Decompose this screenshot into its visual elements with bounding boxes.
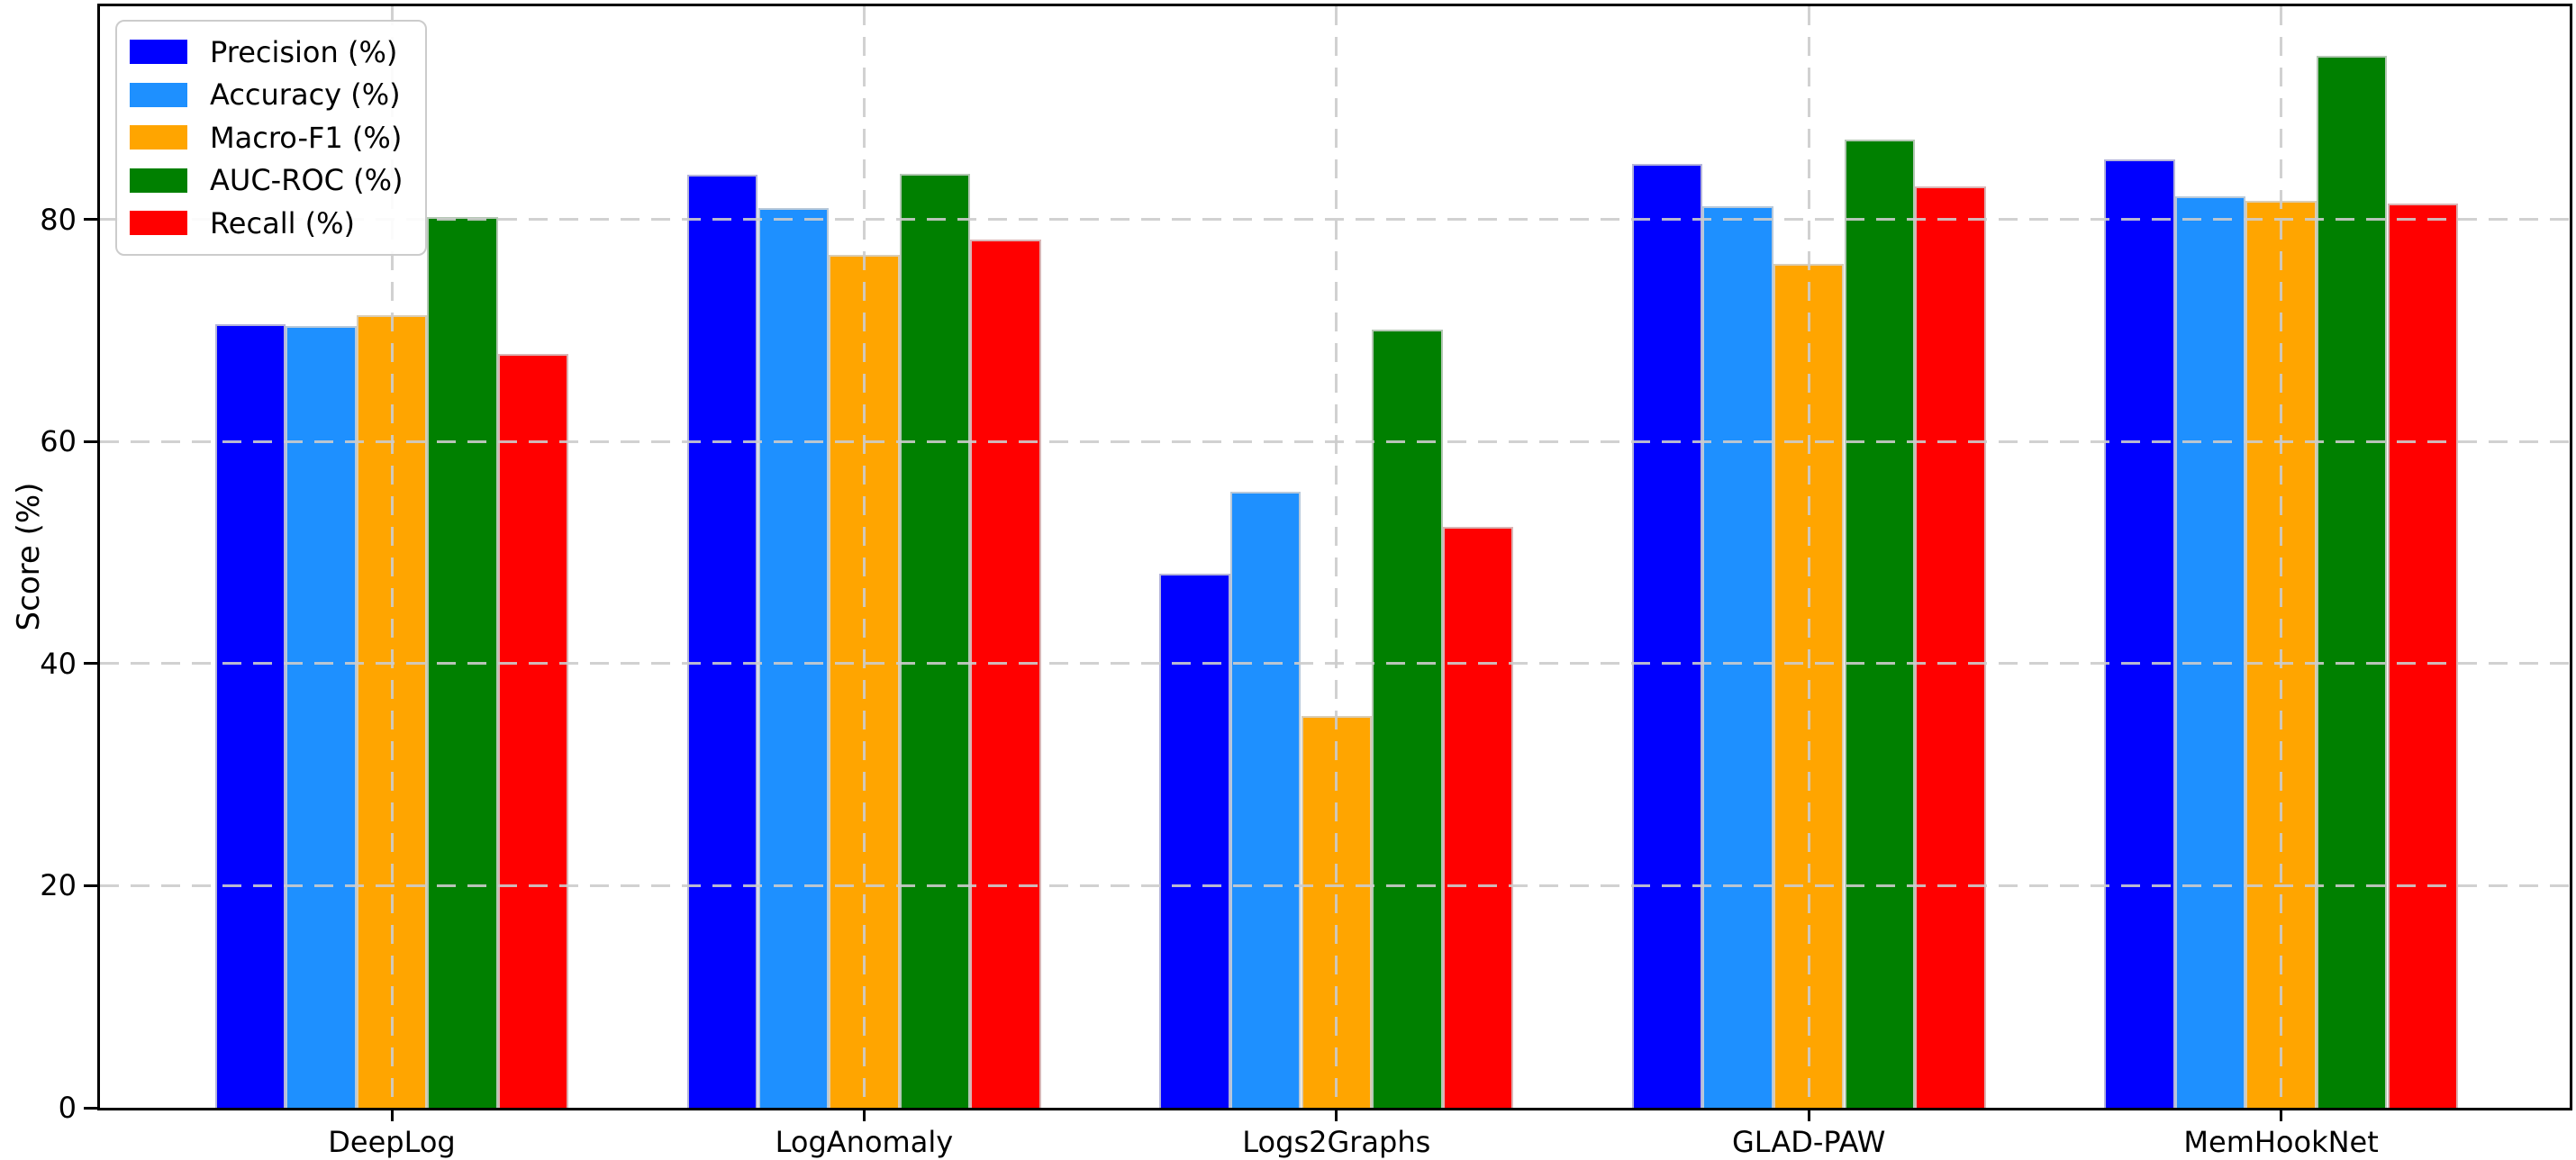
x-tick-mark — [1807, 1108, 1810, 1121]
y-tick-mark — [84, 662, 97, 666]
legend-label: Accuracy (%) — [210, 77, 401, 113]
y-axis-label: Score (%) — [11, 482, 47, 631]
legend-label: Macro-F1 (%) — [210, 120, 403, 155]
legend-item: AUC-ROC (%) — [130, 159, 404, 203]
legend-item: Accuracy (%) — [130, 74, 404, 117]
y-tick-mark — [84, 1106, 97, 1110]
legend-label: Precision (%) — [210, 34, 398, 69]
y-tick-mark — [84, 440, 97, 443]
legend-label: AUC-ROC (%) — [210, 163, 404, 198]
bar-GLAD-PAW-accuracy — [1702, 205, 1773, 1108]
x-tick-label-GLAD-PAW: GLAD-PAW — [1731, 1125, 1886, 1159]
bar-LogAnomaly-macro-f1 — [829, 255, 900, 1108]
x-tick-mark — [390, 1108, 394, 1121]
x-tick-label-LogAnomaly: LogAnomaly — [775, 1125, 954, 1159]
bar-DeepLog-accuracy — [286, 326, 357, 1108]
bar-Logs2Graphs-accuracy — [1229, 491, 1302, 1108]
bar-GLAD-PAW-precision — [1631, 164, 1703, 1108]
bar-MemHookNet-recall — [2387, 204, 2459, 1108]
x-tick-mark — [862, 1108, 866, 1121]
bar-DeepLog-macro-f1 — [356, 314, 428, 1108]
plot-area: Precision (%) Accuracy (%) Macro-F1 (%) AUC… — [97, 4, 2572, 1110]
legend-item: Recall (%) — [130, 202, 404, 245]
legend-swatch-icon — [130, 168, 187, 193]
bar-GLAD-PAW-recall — [1915, 186, 1986, 1108]
y-tick-label: 0 — [58, 1091, 77, 1125]
bar-MemHookNet-macro-f1 — [2245, 200, 2317, 1108]
bar-MemHookNet-accuracy — [2174, 195, 2246, 1108]
legend: Precision (%) Accuracy (%) Macro-F1 (%) AUC… — [115, 20, 427, 256]
y-tick-label: 20 — [40, 868, 77, 903]
bar-LogAnomaly-auc-roc — [899, 174, 971, 1108]
bar-Logs2Graphs-precision — [1159, 574, 1230, 1108]
x-tick-mark — [2280, 1108, 2283, 1121]
bar-Logs2Graphs-auc-roc — [1372, 329, 1443, 1108]
legend-swatch-icon — [130, 211, 187, 236]
y-tick-label: 40 — [40, 646, 77, 681]
bar-GLAD-PAW-auc-roc — [1844, 139, 1916, 1108]
bar-MemHookNet-precision — [2104, 159, 2175, 1108]
legend-item: Precision (%) — [130, 31, 404, 74]
legend-item: Macro-F1 (%) — [130, 116, 404, 159]
bar-LogAnomaly-precision — [686, 175, 758, 1108]
bars-layer — [100, 6, 2570, 1108]
legend-swatch-icon — [130, 125, 187, 150]
bar-DeepLog-recall — [497, 353, 569, 1108]
bar-DeepLog-precision — [214, 323, 286, 1108]
x-tick-label-Logs2Graphs: Logs2Graphs — [1242, 1125, 1431, 1159]
y-tick-label: 60 — [40, 424, 77, 459]
x-tick-label-MemHookNet: MemHookNet — [2183, 1125, 2379, 1159]
bar-Logs2Graphs-recall — [1442, 527, 1514, 1108]
bar-GLAD-PAW-macro-f1 — [1773, 264, 1845, 1108]
legend-swatch-icon — [130, 40, 187, 65]
x-tick-mark — [1335, 1108, 1338, 1121]
legend-label: Recall (%) — [210, 205, 356, 240]
bar-LogAnomaly-accuracy — [757, 208, 830, 1108]
y-tick-label: 80 — [40, 202, 77, 237]
x-tick-label-DeepLog: DeepLog — [328, 1125, 456, 1159]
bar-Logs2Graphs-macro-f1 — [1301, 715, 1373, 1108]
legend-swatch-icon — [130, 82, 187, 107]
bar-MemHookNet-auc-roc — [2316, 56, 2388, 1108]
bar-DeepLog-auc-roc — [427, 217, 498, 1108]
bar-LogAnomaly-recall — [970, 239, 1041, 1108]
y-tick-mark — [84, 218, 97, 222]
y-tick-mark — [84, 884, 97, 887]
